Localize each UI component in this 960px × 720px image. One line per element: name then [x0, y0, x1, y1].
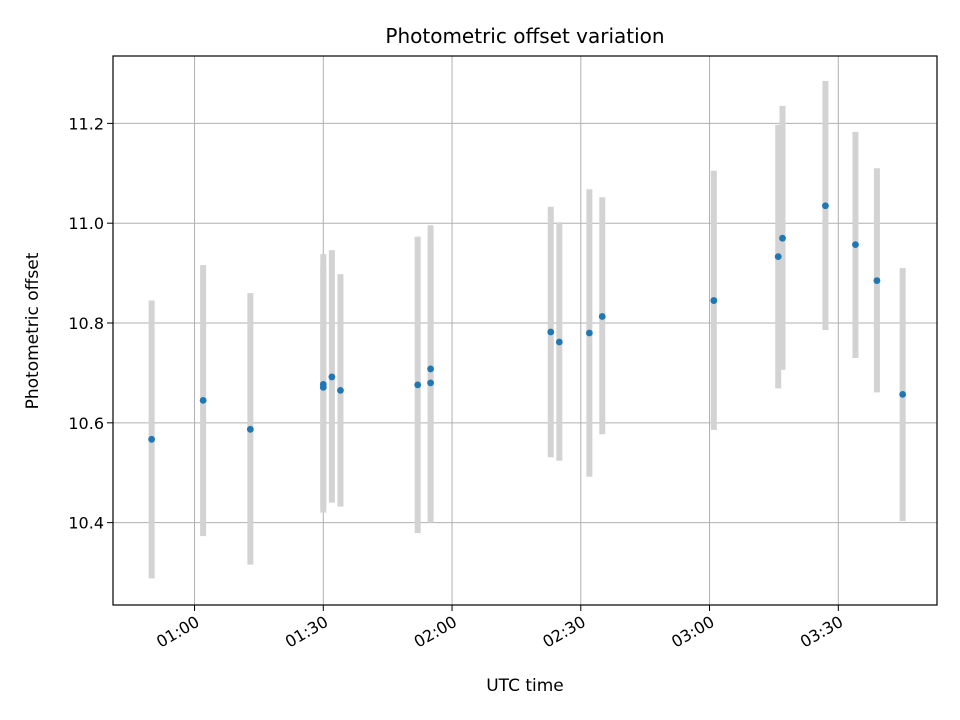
error-bars [148, 80, 906, 579]
data-point-6 [337, 386, 344, 394]
data-point-0 [148, 435, 156, 443]
chart-title: Photometric offset variation [385, 24, 664, 48]
y-axis: 10.4 10.6 10.8 11.0 11.2 [68, 114, 113, 533]
data-point-10 [547, 328, 555, 336]
y-tick-label-1: 10.6 [68, 414, 104, 433]
data-point-12 [585, 329, 593, 337]
x-tick-label-0: 01:00 [153, 612, 202, 652]
y-axis-title: Photometric offset [23, 252, 43, 409]
x-tick-label-3: 02:30 [539, 612, 588, 652]
data-point-1 [199, 396, 207, 404]
data-point-9 [427, 365, 434, 373]
data-point-4 [319, 381, 327, 388]
data-point-20 [899, 390, 907, 398]
y-tick-label-2: 10.8 [68, 314, 104, 333]
data-point-2 [246, 425, 254, 433]
x-tick-label-4: 03:00 [668, 612, 717, 652]
data-point-14 [710, 297, 718, 304]
data-point-17 [822, 202, 829, 210]
data-point-5 [328, 373, 336, 381]
data-point-13 [598, 313, 606, 320]
x-tick-label-5: 03:30 [797, 612, 846, 652]
data-point-18 [852, 241, 859, 249]
data-point-11 [555, 338, 563, 346]
data-point-7 [414, 381, 422, 389]
data-point-19 [873, 277, 881, 284]
y-tick-label-4: 11.2 [68, 114, 104, 133]
data-point-15 [774, 253, 782, 261]
data-point-8 [427, 379, 434, 387]
plot-frame [112, 55, 938, 606]
data-point-16 [779, 234, 786, 242]
x-tick-label-2: 02:00 [411, 612, 460, 652]
y-tick-label-3: 11.0 [68, 214, 104, 233]
y-tick-label-0: 10.4 [68, 514, 104, 533]
data-points [148, 202, 907, 443]
x-tick-label-1: 01:30 [282, 612, 331, 652]
x-axis-title: UTC time [486, 676, 564, 696]
x-axis: 01:00 01:30 02:00 02:30 03:00 03:30 [153, 605, 846, 652]
grid-lines [113, 56, 937, 605]
